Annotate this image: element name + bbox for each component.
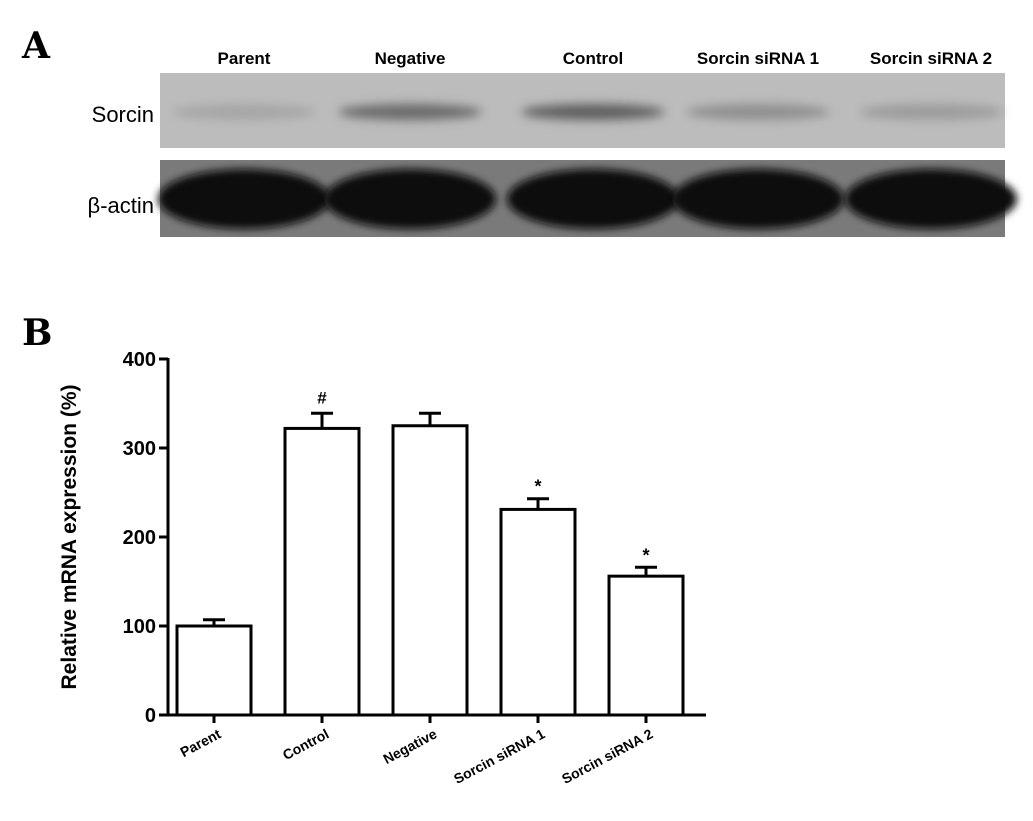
beta-actin-band (845, 169, 1017, 229)
beta-actin-band (672, 169, 844, 229)
significance-marker: * (534, 477, 541, 497)
x-tick-label: Sorcin siRNA 1 (451, 725, 548, 786)
panel-b-letter: B (22, 312, 52, 354)
x-tick-label: Sorcin siRNA 2 (559, 725, 656, 786)
lane-label-parent: Parent (218, 49, 271, 68)
y-tick-label: 0 (145, 705, 156, 727)
beta-actin-band (324, 169, 496, 229)
bar (175, 624, 253, 717)
significance-marker: * (642, 545, 649, 565)
y-axis-title: Relative mRNA expression (%) (58, 385, 81, 690)
blot-sorcin (160, 73, 1005, 148)
sorcin-band (521, 104, 665, 120)
bar (283, 426, 361, 717)
sorcin-band (859, 104, 1003, 120)
bar (607, 574, 685, 717)
sorcin-band (686, 104, 830, 120)
y-tick-label: 300 (123, 438, 156, 460)
blot-beta-actin (158, 160, 1017, 237)
lane-label-negative: Negative (375, 49, 446, 68)
lane-label-sorcin-sirna-2: Sorcin siRNA 2 (870, 49, 992, 68)
actin-bands (158, 169, 1017, 229)
sorcin-bands (172, 104, 1003, 120)
bar (391, 424, 469, 717)
panel-a-letter: A (21, 25, 51, 67)
significance-marker: # (317, 388, 327, 407)
sorcin-band (338, 104, 482, 120)
sorcin-band (172, 104, 316, 120)
y-axis: 0 100 200 300 400 (123, 349, 170, 727)
beta-actin-band (507, 169, 679, 229)
row-label-sorcin: Sorcin (92, 102, 154, 127)
lane-label-control: Control (563, 49, 623, 68)
bar-chart: Relative mRNA expression (%) 0 100 200 300 4… (58, 349, 706, 787)
x-tick-label: Parent (177, 725, 223, 760)
x-tick-labels: Parent Control Negative Sorcin siRNA 1 Sorci… (177, 725, 655, 787)
y-tick-label: 200 (123, 527, 156, 549)
beta-actin-band (158, 169, 330, 229)
lane-labels: Parent Negative Control Sorcin siRNA 1 S… (218, 49, 993, 68)
y-tick-label: 100 (123, 616, 156, 638)
lane-label-sorcin-sirna-1: Sorcin siRNA 1 (697, 49, 819, 68)
x-tick-label: Negative (380, 725, 439, 767)
row-label-beta-actin: β-actin (88, 193, 154, 218)
bars: # * * (175, 388, 685, 717)
y-tick-label: 400 (123, 349, 156, 371)
x-tick-label: Control (280, 726, 331, 763)
bar (499, 507, 577, 717)
